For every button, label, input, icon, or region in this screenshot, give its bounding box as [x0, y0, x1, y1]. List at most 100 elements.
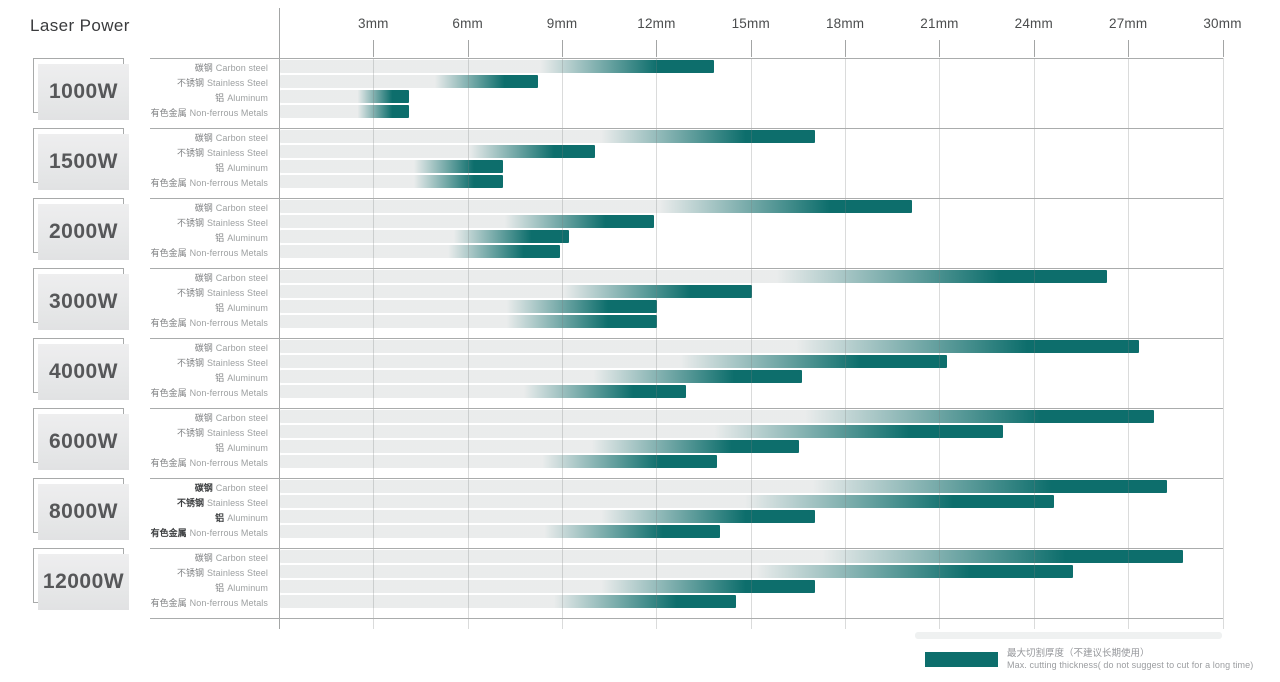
material-label-cn: 有色金属: [150, 528, 187, 538]
material-label-cn: 有色金属: [150, 598, 187, 608]
axis-tick-label: 24mm: [1014, 16, 1053, 31]
material-label: 不锈钢 Stainless Steel: [130, 565, 268, 578]
cutting-thickness-bar: [280, 355, 947, 368]
axis-tick-label: 21mm: [920, 16, 959, 31]
group-separator-line: [150, 198, 1223, 199]
material-label-cn: 铝: [215, 233, 225, 243]
axis-gridline: [1222, 58, 1224, 629]
material-label-cn: 有色金属: [150, 108, 187, 118]
material-label-cn: 铝: [215, 163, 225, 173]
material-label-cn: 铝: [215, 443, 225, 453]
material-label: 碳钢 Carbon steel: [130, 200, 268, 213]
group-separator-line: [150, 338, 1223, 339]
material-label: 有色金属 Non-ferrous Metals: [130, 385, 268, 398]
cutting-thickness-bar: [280, 410, 1154, 423]
power-label: 8000W: [48, 500, 119, 523]
material-label-cn: 碳钢: [194, 343, 213, 353]
power-box-fill: 6000W: [38, 414, 129, 470]
cutting-thickness-bar: [280, 565, 1073, 578]
axis-tick-label: 9mm: [546, 16, 578, 31]
power-label-box: 1500W: [33, 128, 133, 190]
power-box-fill: 4000W: [38, 344, 129, 400]
cutting-thickness-bar: [280, 480, 1167, 493]
cutting-thickness-bar: [280, 130, 815, 143]
axis-gridline: [1033, 58, 1035, 629]
material-label-en: Stainless Steel: [206, 498, 268, 508]
material-label: 不锈钢 Stainless Steel: [130, 75, 268, 88]
cutting-thickness-bar: [280, 160, 503, 173]
material-label-en: Aluminum: [227, 303, 268, 313]
cutting-thickness-bar: [280, 145, 595, 158]
material-label-en: Non-ferrous Metals: [189, 388, 268, 398]
material-label: 铝 Aluminum: [130, 90, 268, 103]
axis-gridline: [656, 58, 658, 629]
material-label-cn: 铝: [215, 583, 225, 593]
material-label-en: Carbon steel: [215, 63, 268, 73]
axis-gridline: [845, 58, 847, 629]
material-label: 不锈钢 Stainless Steel: [130, 285, 268, 298]
material-label-en: Non-ferrous Metals: [189, 178, 268, 188]
axis-tick-label: 3mm: [358, 16, 389, 31]
material-label: 铝 Aluminum: [130, 510, 268, 523]
group-separator-line: [150, 128, 1223, 129]
axis-tick-mark: [1128, 40, 1130, 57]
axis-tick-label: 12mm: [637, 16, 676, 31]
material-label-cn: 不锈钢: [176, 358, 204, 368]
material-label-cn: 铝: [215, 373, 225, 383]
power-label: 2000W: [48, 220, 119, 243]
axis-gridline: [562, 58, 564, 629]
cutting-thickness-bar: [280, 285, 752, 298]
chart-title: Laser Power: [30, 16, 130, 35]
cutting-thickness-bar: [280, 75, 538, 88]
power-label-box: 12000W: [33, 548, 133, 610]
power-label-box: 3000W: [33, 268, 133, 330]
material-label-cn: 碳钢: [194, 203, 213, 213]
material-label-en: Carbon steel: [215, 133, 268, 143]
power-label-box: 6000W: [33, 408, 133, 470]
cutting-thickness-bar: [280, 370, 802, 383]
material-label-en: Non-ferrous Metals: [189, 248, 268, 258]
material-label-en: Aluminum: [227, 163, 268, 173]
cutting-thickness-bar: [280, 215, 654, 228]
material-label: 有色金属 Non-ferrous Metals: [130, 175, 268, 188]
material-label-en: Aluminum: [227, 93, 268, 103]
material-label: 铝 Aluminum: [130, 580, 268, 593]
material-label-cn: 碳钢: [194, 413, 213, 423]
group-separator-line: [150, 478, 1223, 479]
axis-tick-mark: [373, 40, 375, 57]
power-box-fill: 1000W: [38, 64, 129, 120]
material-label: 有色金属 Non-ferrous Metals: [130, 525, 268, 538]
material-label-en: Carbon steel: [215, 413, 268, 423]
material-label-en: Aluminum: [227, 233, 268, 243]
power-label-box: 4000W: [33, 338, 133, 400]
cutting-thickness-bar: [280, 230, 569, 243]
material-label: 有色金属 Non-ferrous Metals: [130, 245, 268, 258]
material-label-cn: 铝: [215, 513, 225, 523]
axis-gridline: [467, 58, 469, 629]
material-label: 不锈钢 Stainless Steel: [130, 355, 268, 368]
material-label: 不锈钢 Stainless Steel: [130, 495, 268, 508]
axis-tick-mark: [656, 40, 658, 57]
material-label-en: Aluminum: [227, 373, 268, 383]
material-label: 碳钢 Carbon steel: [130, 270, 268, 283]
material-label: 碳钢 Carbon steel: [130, 550, 268, 563]
power-box-fill: 3000W: [38, 274, 129, 330]
material-label-cn: 碳钢: [194, 133, 213, 143]
cutting-thickness-bar: [280, 510, 815, 523]
material-label-cn: 铝: [215, 303, 225, 313]
material-label-cn: 有色金属: [150, 388, 187, 398]
legend-label-cn: 最大切割厚度（不建议长期使用）: [1007, 648, 1150, 659]
power-box-fill: 8000W: [38, 484, 129, 540]
material-label: 碳钢 Carbon steel: [130, 130, 268, 143]
material-label-cn: 碳钢: [194, 273, 213, 283]
axis-tick-label: 30mm: [1203, 16, 1242, 31]
material-label: 铝 Aluminum: [130, 160, 268, 173]
material-label-en: Carbon steel: [215, 553, 268, 563]
material-label-en: Aluminum: [227, 443, 268, 453]
material-label: 不锈钢 Stainless Steel: [130, 215, 268, 228]
cutting-thickness-bar: [280, 580, 815, 593]
cutting-thickness-bar: [280, 525, 720, 538]
material-label: 铝 Aluminum: [130, 300, 268, 313]
power-label: 3000W: [48, 290, 119, 313]
material-label-en: Non-ferrous Metals: [189, 528, 268, 538]
